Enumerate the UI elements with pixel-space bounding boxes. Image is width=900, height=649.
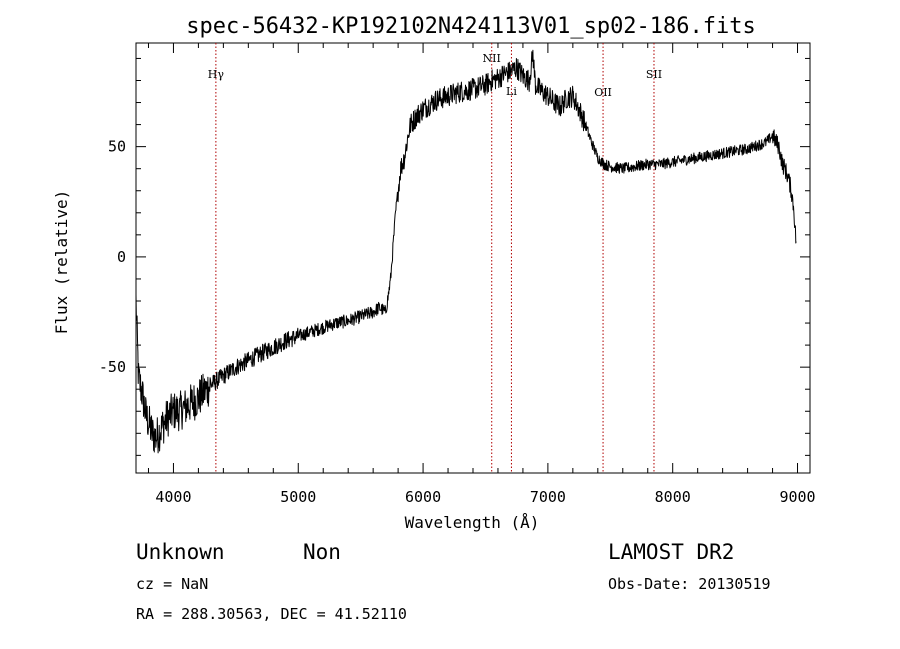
- y-tick-label: 0: [117, 248, 126, 266]
- coordinates: RA = 288.30563, DEC = 41.52110: [136, 605, 407, 623]
- x-axis: 4000 5000 6000 7000 8000 9000: [147, 43, 816, 506]
- spectral-line-label: Hγ: [208, 68, 225, 81]
- x-tick-label: 6000: [405, 488, 441, 506]
- spectrum-line: [135, 49, 797, 454]
- y-tick-label: -50: [99, 358, 126, 376]
- y-axis: -50 0 50: [99, 57, 810, 456]
- chart-title: spec-56432-KP192102N424113V01_sp02-186.f…: [186, 14, 756, 39]
- x-tick-label: 8000: [655, 488, 691, 506]
- plot-frame: [135, 42, 811, 474]
- x-axis-label: Wavelength (Å): [405, 513, 540, 532]
- y-axis-label: Flux (relative): [52, 190, 71, 335]
- x-tick-label: 5000: [280, 488, 316, 506]
- spectral-line-markers: Hγ NII Li OII SII: [208, 43, 662, 473]
- redshift-value: cz = NaN: [136, 575, 208, 593]
- spectral-line-label: OII: [594, 86, 612, 99]
- spectral-line-label: NII: [483, 52, 501, 65]
- y-tick-label: 50: [108, 138, 126, 156]
- spectral-line-label: SII: [646, 68, 662, 81]
- obs-date: Obs-Date: 20130519: [608, 575, 771, 593]
- spectral-line-label: Li: [506, 85, 517, 98]
- x-tick-label: 9000: [779, 488, 815, 506]
- x-tick-label: 7000: [530, 488, 566, 506]
- object-subclass: Non: [303, 540, 341, 564]
- x-tick-label: 4000: [155, 488, 191, 506]
- survey-label: LAMOST DR2: [608, 540, 734, 564]
- object-class: Unknown: [136, 540, 225, 564]
- spectrum-series: [135, 49, 797, 454]
